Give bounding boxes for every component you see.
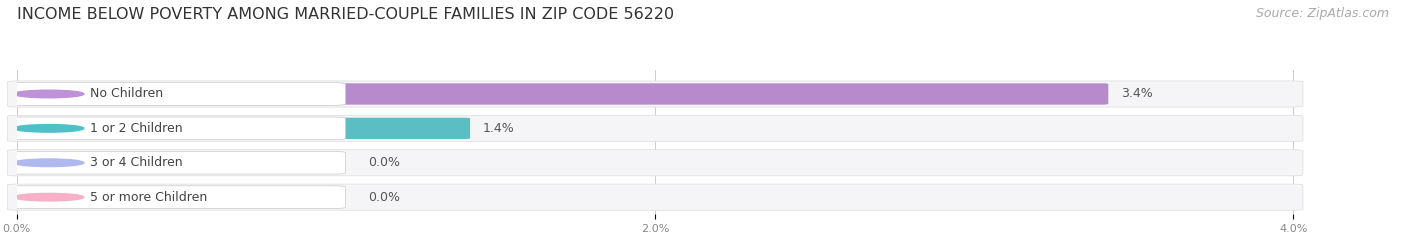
- Text: 1.4%: 1.4%: [482, 122, 515, 135]
- Text: No Children: No Children: [90, 87, 163, 100]
- Circle shape: [14, 159, 84, 167]
- Text: 3 or 4 Children: 3 or 4 Children: [90, 156, 183, 169]
- FancyBboxPatch shape: [10, 118, 470, 139]
- Text: 0.0%: 0.0%: [368, 156, 399, 169]
- Text: 3.4%: 3.4%: [1121, 87, 1153, 100]
- Circle shape: [14, 193, 84, 201]
- Circle shape: [14, 90, 84, 98]
- FancyBboxPatch shape: [7, 83, 346, 105]
- FancyBboxPatch shape: [7, 184, 1303, 210]
- Circle shape: [14, 125, 84, 132]
- FancyBboxPatch shape: [7, 151, 346, 174]
- Text: INCOME BELOW POVERTY AMONG MARRIED-COUPLE FAMILIES IN ZIP CODE 56220: INCOME BELOW POVERTY AMONG MARRIED-COUPL…: [17, 7, 673, 22]
- FancyBboxPatch shape: [7, 186, 346, 209]
- Text: 1 or 2 Children: 1 or 2 Children: [90, 122, 183, 135]
- Text: Source: ZipAtlas.com: Source: ZipAtlas.com: [1256, 7, 1389, 20]
- FancyBboxPatch shape: [7, 150, 1303, 176]
- FancyBboxPatch shape: [7, 117, 346, 140]
- Text: 5 or more Children: 5 or more Children: [90, 191, 208, 204]
- FancyBboxPatch shape: [10, 83, 1108, 105]
- FancyBboxPatch shape: [7, 115, 1303, 141]
- FancyBboxPatch shape: [7, 81, 1303, 107]
- Text: 0.0%: 0.0%: [368, 191, 399, 204]
